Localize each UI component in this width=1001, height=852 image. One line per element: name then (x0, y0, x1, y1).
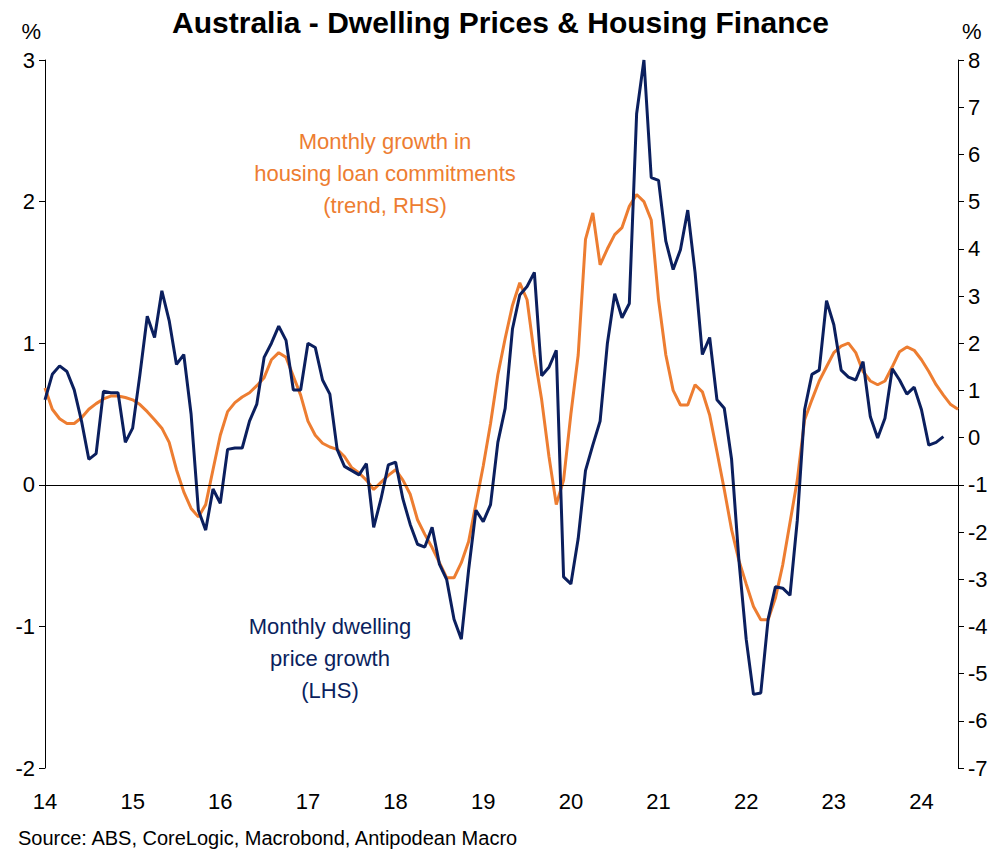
svg-text:16: 16 (208, 789, 232, 814)
svg-text:-7: -7 (968, 756, 988, 781)
svg-text:Source: ABS, CoreLogic, Macrob: Source: ABS, CoreLogic, Macrobond, Antip… (18, 827, 517, 849)
svg-text:housing loan commitments: housing loan commitments (254, 161, 516, 186)
svg-text:18: 18 (383, 789, 407, 814)
svg-text:5: 5 (968, 189, 980, 214)
svg-text:3: 3 (23, 48, 35, 73)
svg-text:15: 15 (120, 789, 144, 814)
svg-text:-2: -2 (15, 756, 35, 781)
svg-text:21: 21 (646, 789, 670, 814)
svg-text:(trend, RHS): (trend, RHS) (323, 193, 446, 218)
svg-text:6: 6 (968, 142, 980, 167)
svg-text:-3: -3 (968, 567, 988, 592)
svg-text:4: 4 (968, 236, 980, 261)
svg-text:-6: -6 (968, 708, 988, 733)
svg-text:-5: -5 (968, 661, 988, 686)
svg-text:(LHS): (LHS) (301, 678, 358, 703)
svg-text:%: % (962, 19, 982, 44)
svg-text:-1: -1 (968, 472, 988, 497)
svg-text:-1: -1 (15, 614, 35, 639)
svg-text:2: 2 (968, 331, 980, 356)
svg-text:0: 0 (968, 425, 980, 450)
svg-text:19: 19 (471, 789, 495, 814)
svg-text:17: 17 (296, 789, 320, 814)
svg-text:Monthly dwelling: Monthly dwelling (249, 614, 412, 639)
svg-text:20: 20 (559, 789, 583, 814)
svg-text:23: 23 (822, 789, 846, 814)
svg-text:1: 1 (968, 378, 980, 403)
svg-text:2: 2 (23, 189, 35, 214)
svg-text:14: 14 (33, 789, 57, 814)
svg-text:price growth: price growth (270, 646, 390, 671)
svg-text:1: 1 (23, 331, 35, 356)
svg-text:Monthly growth in: Monthly growth in (299, 129, 471, 154)
svg-text:24: 24 (909, 789, 933, 814)
svg-text:%: % (21, 19, 41, 44)
svg-text:22: 22 (734, 789, 758, 814)
svg-text:8: 8 (968, 48, 980, 73)
svg-text:0: 0 (23, 472, 35, 497)
svg-text:Australia - Dwelling Prices &: Australia - Dwelling Prices & Housing Fi… (172, 6, 829, 39)
svg-text:-4: -4 (968, 614, 988, 639)
svg-text:3: 3 (968, 284, 980, 309)
svg-text:7: 7 (968, 95, 980, 120)
svg-text:-2: -2 (968, 520, 988, 545)
